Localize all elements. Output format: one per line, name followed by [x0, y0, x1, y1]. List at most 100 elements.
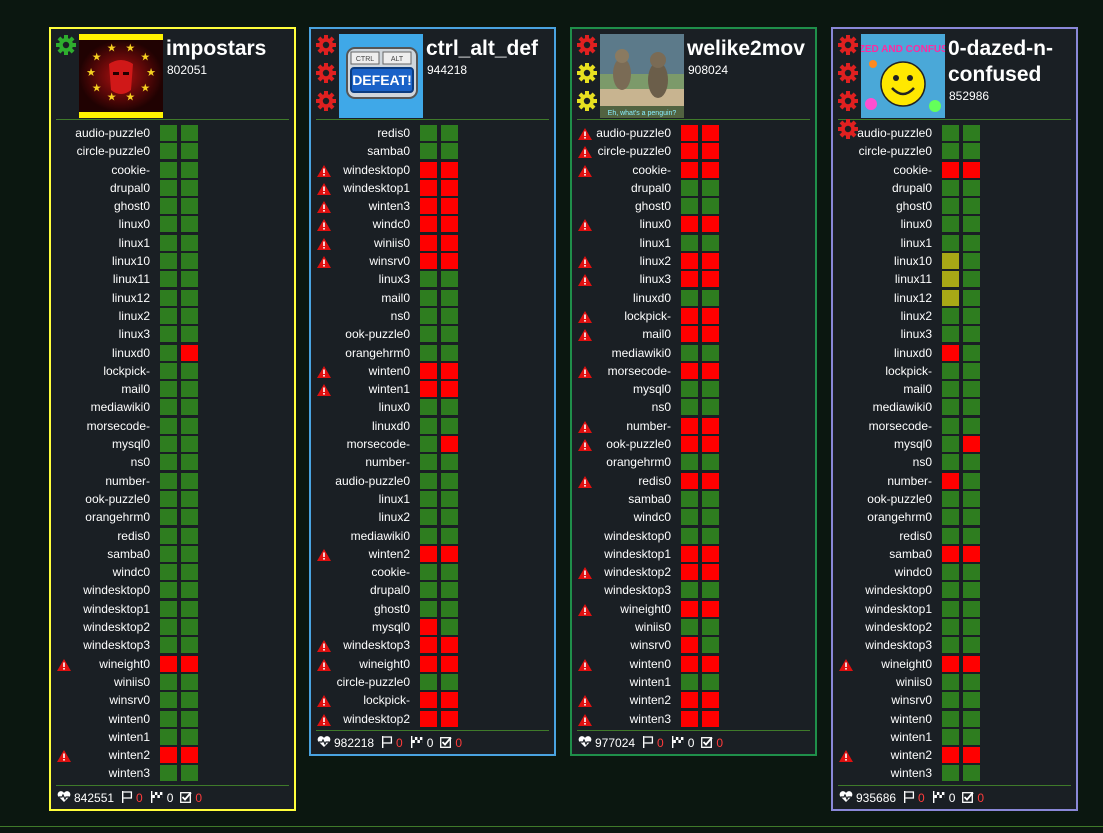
service-status-cell[interactable]	[702, 436, 719, 453]
service-status-cell[interactable]	[181, 527, 198, 544]
service-status-cell[interactable]	[441, 234, 458, 251]
service-status-cell[interactable]	[963, 417, 980, 434]
service-status-cell[interactable]	[181, 564, 198, 581]
service-status-cell[interactable]	[702, 143, 719, 160]
service-status-cell[interactable]	[681, 545, 698, 562]
service-status-cell[interactable]	[160, 234, 177, 251]
service-status-cell[interactable]	[942, 765, 959, 782]
service-status-cell[interactable]	[963, 399, 980, 416]
service-status-cell[interactable]	[420, 198, 437, 215]
service-status-cell[interactable]	[181, 271, 198, 288]
service-status-cell[interactable]	[942, 216, 959, 233]
service-status-cell[interactable]	[942, 344, 959, 361]
service-status-cell[interactable]	[160, 564, 177, 581]
service-status-cell[interactable]	[963, 728, 980, 745]
service-status-cell[interactable]	[420, 582, 437, 599]
service-status-cell[interactable]	[420, 490, 437, 507]
service-status-cell[interactable]	[681, 307, 698, 324]
service-status-cell[interactable]	[702, 271, 719, 288]
service-status-cell[interactable]	[702, 710, 719, 727]
service-status-cell[interactable]	[181, 436, 198, 453]
service-status-cell[interactable]	[420, 637, 437, 654]
service-status-cell[interactable]	[420, 710, 437, 727]
service-status-cell[interactable]	[420, 692, 437, 709]
service-status-cell[interactable]	[963, 344, 980, 361]
service-status-cell[interactable]	[441, 344, 458, 361]
service-status-cell[interactable]	[681, 381, 698, 398]
service-status-cell[interactable]	[963, 436, 980, 453]
service-status-cell[interactable]	[441, 179, 458, 196]
service-status-cell[interactable]	[160, 326, 177, 343]
service-status-cell[interactable]	[702, 326, 719, 343]
service-status-cell[interactable]	[963, 490, 980, 507]
service-status-cell[interactable]	[681, 417, 698, 434]
service-status-cell[interactable]	[160, 619, 177, 636]
service-status-cell[interactable]	[963, 655, 980, 672]
service-status-cell[interactable]	[963, 710, 980, 727]
service-status-cell[interactable]	[420, 381, 437, 398]
service-status-cell[interactable]	[942, 179, 959, 196]
service-status-cell[interactable]	[441, 637, 458, 654]
service-status-cell[interactable]	[681, 125, 698, 141]
service-status-cell[interactable]	[181, 362, 198, 379]
service-status-cell[interactable]	[942, 381, 959, 398]
service-status-cell[interactable]	[942, 527, 959, 544]
service-status-cell[interactable]	[702, 125, 719, 141]
service-status-cell[interactable]	[702, 673, 719, 690]
service-status-cell[interactable]	[420, 673, 437, 690]
service-status-cell[interactable]	[441, 198, 458, 215]
service-status-cell[interactable]	[181, 381, 198, 398]
service-status-cell[interactable]	[181, 509, 198, 526]
service-status-cell[interactable]	[441, 161, 458, 178]
service-status-cell[interactable]	[963, 637, 980, 654]
service-status-cell[interactable]	[181, 728, 198, 745]
service-status-cell[interactable]	[420, 253, 437, 270]
service-status-cell[interactable]	[702, 399, 719, 416]
service-status-cell[interactable]	[942, 399, 959, 416]
service-status-cell[interactable]	[702, 637, 719, 654]
service-status-cell[interactable]	[681, 198, 698, 215]
service-status-cell[interactable]	[681, 161, 698, 178]
service-status-cell[interactable]	[160, 289, 177, 306]
service-status-cell[interactable]	[160, 545, 177, 562]
service-status-cell[interactable]	[181, 765, 198, 782]
service-status-cell[interactable]	[942, 600, 959, 617]
service-status-cell[interactable]	[420, 271, 437, 288]
service-status-cell[interactable]	[681, 564, 698, 581]
service-status-cell[interactable]	[441, 655, 458, 672]
service-status-cell[interactable]	[681, 436, 698, 453]
service-status-cell[interactable]	[181, 637, 198, 654]
service-status-cell[interactable]	[160, 710, 177, 727]
service-status-cell[interactable]	[681, 600, 698, 617]
service-status-cell[interactable]	[702, 472, 719, 489]
service-status-cell[interactable]	[681, 637, 698, 654]
service-status-cell[interactable]	[681, 619, 698, 636]
service-status-cell[interactable]	[963, 692, 980, 709]
service-status-cell[interactable]	[181, 545, 198, 562]
service-status-cell[interactable]	[681, 692, 698, 709]
service-status-cell[interactable]	[942, 490, 959, 507]
service-status-cell[interactable]	[702, 307, 719, 324]
service-status-cell[interactable]	[681, 216, 698, 233]
service-status-cell[interactable]	[942, 582, 959, 599]
service-status-cell[interactable]	[963, 234, 980, 251]
service-status-cell[interactable]	[942, 692, 959, 709]
service-status-cell[interactable]	[420, 161, 437, 178]
service-status-cell[interactable]	[160, 692, 177, 709]
service-status-cell[interactable]	[160, 125, 177, 141]
service-status-cell[interactable]	[681, 472, 698, 489]
service-status-cell[interactable]	[942, 161, 959, 178]
service-status-cell[interactable]	[420, 436, 437, 453]
service-status-cell[interactable]	[942, 564, 959, 581]
service-status-cell[interactable]	[702, 490, 719, 507]
service-status-cell[interactable]	[681, 655, 698, 672]
service-status-cell[interactable]	[420, 344, 437, 361]
service-status-cell[interactable]	[963, 253, 980, 270]
service-status-cell[interactable]	[702, 216, 719, 233]
service-status-cell[interactable]	[420, 472, 437, 489]
service-status-cell[interactable]	[942, 637, 959, 654]
service-status-cell[interactable]	[942, 436, 959, 453]
service-status-cell[interactable]	[942, 545, 959, 562]
service-status-cell[interactable]	[420, 289, 437, 306]
service-status-cell[interactable]	[963, 216, 980, 233]
